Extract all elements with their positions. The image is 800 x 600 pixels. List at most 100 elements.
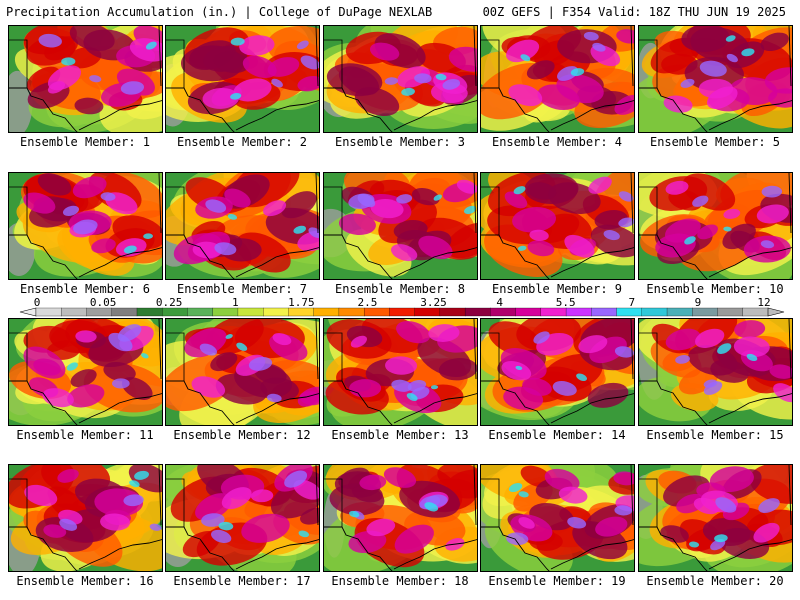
precip-field	[166, 319, 319, 425]
ensemble-member-map	[323, 172, 478, 280]
precip-field	[166, 26, 319, 132]
colorbar-segment	[162, 307, 188, 317]
ensemble-member-map	[165, 464, 320, 572]
precip-field	[639, 319, 792, 425]
header-title: Precipitation Accumulation (in.) | Colle…	[6, 5, 433, 19]
colorbar-segment	[86, 307, 113, 317]
ensemble-member-map	[323, 25, 478, 133]
precip-field	[324, 26, 477, 132]
colorbar-scale	[19, 307, 785, 317]
colorbar-segment	[187, 307, 214, 317]
ensemble-member-label: Ensemble Member: 18	[331, 574, 469, 588]
ensemble-member-map	[323, 464, 478, 572]
colorbar-segment	[515, 307, 542, 317]
precip-field	[481, 319, 634, 425]
ensemble-member-map	[638, 172, 793, 280]
colorbar-tick-label: 5.5	[555, 296, 576, 309]
colorbar-tick-label: 2.5	[357, 296, 378, 309]
colorbar-segment	[263, 307, 289, 317]
colorbar-segment	[338, 307, 365, 317]
colorbar-segment	[591, 307, 618, 317]
ensemble-member-map	[480, 172, 635, 280]
ensemble-member-map	[8, 25, 163, 133]
ensemble-member-label: Ensemble Member: 15	[646, 428, 784, 442]
ensemble-member-map	[8, 172, 163, 280]
colorbar-segment	[61, 307, 87, 317]
ensemble-member-label: Ensemble Member: 20	[646, 574, 784, 588]
colorbar-segment	[363, 307, 390, 317]
colorbar-segment	[490, 307, 517, 317]
precip-field	[481, 465, 634, 571]
precip-field	[9, 465, 162, 571]
precip-field	[481, 173, 634, 279]
colorbar-right-arrow	[767, 307, 785, 317]
ensemble-member-label: Ensemble Member: 4	[491, 135, 623, 149]
ensemble-member-label: Ensemble Member: 7	[176, 282, 308, 296]
ensemble-member-map	[480, 25, 635, 133]
colorbar-tick-label: 7	[628, 296, 636, 309]
precip-field	[9, 319, 162, 425]
colorbar-segment	[641, 307, 668, 317]
ensemble-member-map	[638, 318, 793, 426]
colorbar-tick-label: 0	[33, 296, 41, 309]
ensemble-member-label: Ensemble Member: 5	[649, 135, 781, 149]
ensemble-member-map	[480, 318, 635, 426]
colorbar-segment	[742, 307, 769, 317]
colorbar-segment	[439, 307, 466, 317]
ensemble-member-map	[480, 464, 635, 572]
ensemble-member-map	[638, 464, 793, 572]
colorbar-segment	[313, 307, 340, 317]
ensemble-member-label: Ensemble Member: 13	[331, 428, 469, 442]
colorbar-segment	[666, 307, 693, 317]
precip-field	[166, 173, 319, 279]
colorbar-tick-label: 12	[757, 296, 771, 309]
colorbar-segment	[692, 307, 718, 317]
colorbar-segment	[616, 307, 643, 317]
colorbar-tick-label: 1	[231, 296, 239, 309]
precip-field	[324, 173, 477, 279]
colorbar-segment	[389, 307, 416, 317]
colorbar-tick-label: 9	[694, 296, 702, 309]
ensemble-member-map	[165, 318, 320, 426]
colorbar-segment	[565, 307, 592, 317]
colorbar-segment	[540, 307, 567, 317]
precip-field	[9, 173, 162, 279]
ensemble-member-label: Ensemble Member: 1	[19, 135, 151, 149]
precip-field	[166, 465, 319, 571]
colorbar-tick-label: 1.75	[288, 296, 315, 309]
ensemble-member-label: Ensemble Member: 3	[334, 135, 466, 149]
ensemble-member-label: Ensemble Member: 16	[16, 574, 154, 588]
colorbar-segment	[237, 307, 264, 317]
colorbar-segment	[414, 307, 441, 317]
precip-field	[639, 173, 792, 279]
ensemble-member-label: Ensemble Member: 10	[646, 282, 784, 296]
ensemble-member-map	[638, 25, 793, 133]
colorbar-segment	[111, 307, 138, 317]
ensemble-member-label: Ensemble Member: 2	[176, 135, 308, 149]
ensemble-member-label: Ensemble Member: 11	[16, 428, 154, 442]
ensemble-member-map	[8, 464, 163, 572]
ensemble-member-map	[8, 318, 163, 426]
colorbar-segment	[136, 307, 163, 317]
ensemble-member-label: Ensemble Member: 6	[19, 282, 151, 296]
colorbar-tick-label: 0.25	[155, 296, 183, 309]
ensemble-member-label: Ensemble Member: 9	[491, 282, 623, 296]
ensemble-member-map	[165, 172, 320, 280]
header-valid-time: 00Z GEFS | F354 Valid: 18Z THU JUN 19 20…	[482, 5, 786, 19]
ensemble-member-label: Ensemble Member: 14	[488, 428, 626, 442]
colorbar-segment	[288, 307, 315, 317]
colorbar-segment	[464, 307, 491, 317]
ensemble-member-map	[323, 318, 478, 426]
ensemble-member-label: Ensemble Member: 8	[334, 282, 466, 296]
precip-field	[639, 465, 792, 571]
ensemble-member-label: Ensemble Member: 12	[173, 428, 311, 442]
colorbar-tick-label: 4	[496, 296, 503, 309]
colorbar-segment	[212, 307, 239, 317]
colorbar: 0 0.05 0.25 1 1.75 2.5 3.25 4 5.5 7 9 12	[0, 296, 800, 320]
precip-field	[481, 26, 634, 132]
ensemble-member-label: Ensemble Member: 17	[173, 574, 311, 588]
colorbar-tick-label: 3.25	[420, 296, 447, 309]
colorbar-tick-label: 0.05	[89, 296, 117, 309]
precip-field	[324, 465, 477, 571]
ensemble-member-label: Ensemble Member: 19	[488, 574, 626, 588]
